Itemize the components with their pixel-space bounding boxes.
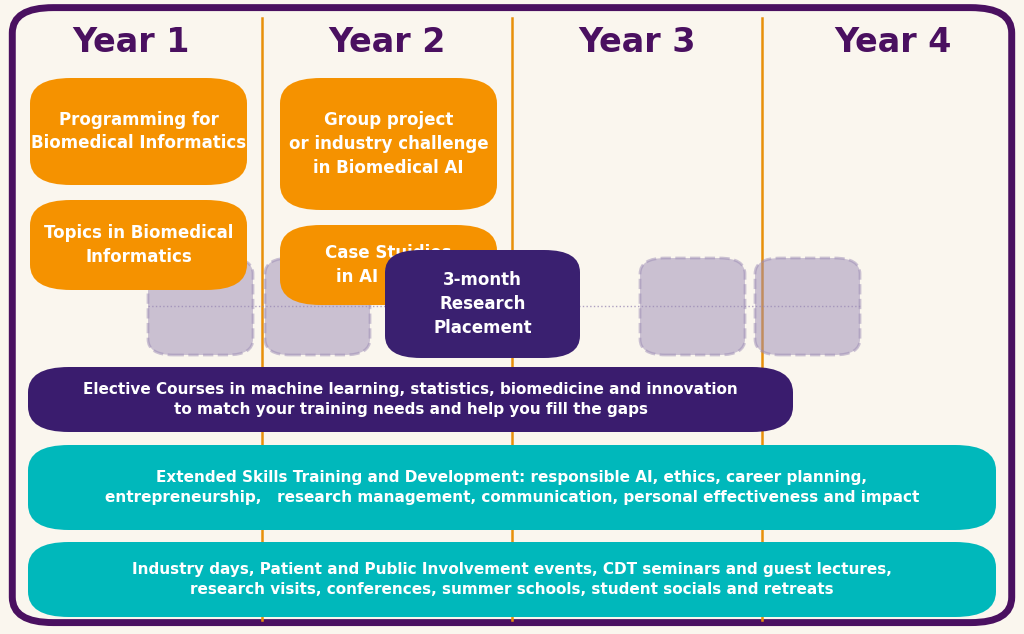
FancyBboxPatch shape — [30, 200, 247, 290]
FancyBboxPatch shape — [28, 367, 793, 432]
FancyBboxPatch shape — [28, 542, 996, 617]
Text: Programming for
Biomedical Informatics: Programming for Biomedical Informatics — [31, 111, 246, 152]
FancyBboxPatch shape — [12, 8, 1012, 623]
Text: Extended Skills Training and Development: responsible AI, ethics, career plannin: Extended Skills Training and Development… — [104, 470, 920, 505]
FancyBboxPatch shape — [385, 250, 580, 358]
FancyBboxPatch shape — [148, 258, 253, 355]
FancyBboxPatch shape — [28, 445, 996, 530]
FancyBboxPatch shape — [640, 258, 745, 355]
Text: Topics in Biomedical
Informatics: Topics in Biomedical Informatics — [44, 224, 233, 266]
FancyBboxPatch shape — [265, 258, 370, 355]
FancyBboxPatch shape — [755, 258, 860, 355]
Text: Case Stuidies
in AI Ethics: Case Stuidies in AI Ethics — [326, 244, 452, 286]
Text: Year 3: Year 3 — [579, 25, 695, 58]
Text: Year 4: Year 4 — [835, 25, 951, 58]
FancyBboxPatch shape — [280, 78, 497, 210]
FancyBboxPatch shape — [30, 78, 247, 185]
Text: Year 1: Year 1 — [73, 25, 189, 58]
Text: 3-month
Research
Placement: 3-month Research Placement — [433, 271, 531, 337]
Text: Industry days, Patient and Public Involvement events, CDT seminars and guest lec: Industry days, Patient and Public Involv… — [132, 562, 892, 597]
Text: Elective Courses in machine learning, statistics, biomedicine and innovation
to : Elective Courses in machine learning, st… — [83, 382, 738, 417]
FancyBboxPatch shape — [280, 225, 497, 305]
Text: Group project
or industry challenge
in Biomedical AI: Group project or industry challenge in B… — [289, 112, 488, 177]
Text: Year 2: Year 2 — [329, 25, 445, 58]
